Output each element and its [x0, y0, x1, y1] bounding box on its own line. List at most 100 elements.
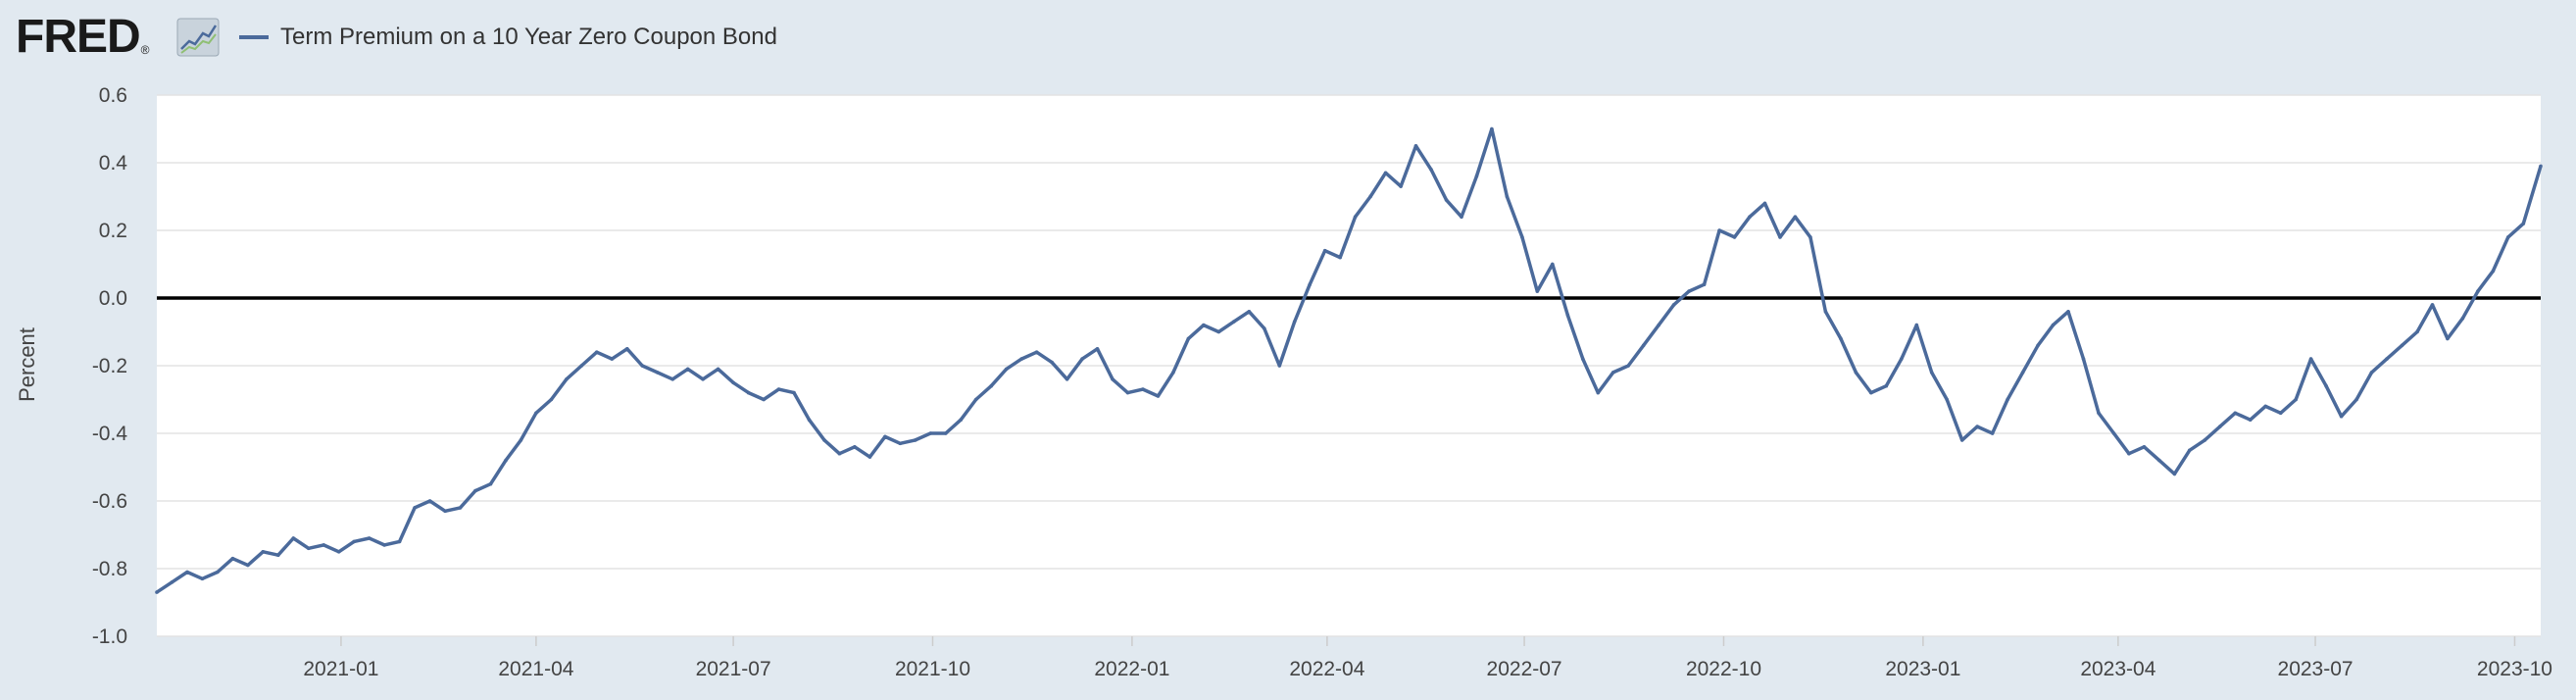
- data-point: [1263, 326, 1266, 330]
- y-tick-label: -0.4: [92, 423, 128, 445]
- data-point: [1171, 371, 1175, 375]
- data-point: [276, 553, 280, 557]
- y-axis-labels: 0.6 0.4 0.2 0.0 -0.2 -0.4 -0.6 -0.8 -1.0: [92, 84, 128, 648]
- y-tick-label: -0.2: [92, 355, 127, 377]
- data-point: [413, 506, 417, 510]
- data-point: [1702, 282, 1707, 287]
- data-point: [2203, 438, 2207, 442]
- data-point: [1914, 323, 1919, 327]
- data-point: [549, 397, 554, 402]
- data-point: [2051, 323, 2056, 327]
- data-point: [898, 441, 903, 446]
- data-point: [1353, 215, 1358, 219]
- data-point: [837, 451, 842, 456]
- data-point: [579, 364, 584, 368]
- x-tick-label: 2021-07: [696, 658, 771, 680]
- data-point: [1019, 357, 1023, 361]
- data-point: [928, 431, 933, 435]
- data-point: [336, 550, 341, 554]
- y-tick-label: 0.4: [99, 152, 128, 175]
- data-point: [2248, 418, 2253, 423]
- x-tick-label: 2023-07: [2278, 658, 2353, 680]
- data-point: [670, 377, 674, 381]
- legend-swatch: [239, 35, 269, 39]
- x-tick-label: 2021-04: [498, 658, 573, 680]
- data-point: [867, 455, 872, 459]
- data-point: [397, 539, 402, 544]
- data-point: [367, 536, 372, 540]
- data-point: [1732, 235, 1737, 239]
- data-point: [534, 411, 538, 416]
- data-point: [595, 350, 599, 355]
- data-point: [2081, 357, 2086, 361]
- data-point: [1929, 371, 1934, 375]
- data-point: [2506, 235, 2510, 239]
- data-point: [216, 570, 220, 575]
- data-point: [1869, 390, 1873, 395]
- data-point: [1202, 323, 1206, 327]
- chart-header: FRED ® Term Premium on a 10 Year Zero Co…: [0, 0, 2576, 78]
- data-point: [1808, 235, 1812, 239]
- data-point: [1065, 377, 1069, 381]
- data-point: [519, 438, 523, 442]
- data-point: [473, 488, 477, 493]
- data-point: [1626, 364, 1630, 368]
- data-point: [731, 380, 735, 385]
- line-chart-icon: [176, 18, 220, 62]
- data-point: [307, 546, 311, 551]
- data-point: [640, 364, 644, 368]
- data-point: [1460, 215, 1463, 219]
- data-point: [261, 550, 266, 554]
- data-point: [1717, 228, 1721, 232]
- data-point: [1551, 262, 1555, 267]
- data-point: [2278, 411, 2283, 416]
- data-point: [1565, 313, 1570, 318]
- data-point: [2127, 451, 2131, 456]
- data-point: [443, 509, 447, 514]
- data-point: [1520, 235, 1524, 239]
- data-point: [200, 576, 205, 581]
- data-point: [883, 434, 887, 439]
- data-point: [2415, 329, 2419, 334]
- data-point: [1004, 367, 1009, 372]
- data-point: [822, 438, 826, 442]
- data-point: [458, 506, 463, 510]
- data-point: [1945, 397, 1949, 402]
- data-point: [1338, 255, 1342, 260]
- fred-registered-mark: ®: [140, 43, 150, 57]
- data-point: [1748, 215, 1752, 219]
- data-point: [2369, 371, 2374, 375]
- data-point: [382, 543, 386, 547]
- data-point: [1413, 144, 1418, 148]
- data-point: [716, 367, 720, 372]
- data-point: [352, 539, 357, 544]
- data-point: [2521, 222, 2526, 225]
- data-point: [1505, 194, 1510, 199]
- data-point: [1080, 357, 1084, 361]
- x-axis-labels: 2021-01 2021-04 2021-07 2021-10 2022-01 2022-…: [303, 636, 2552, 680]
- legend-series-label: Term Premium on a 10 Year Zero Coupon Bo…: [280, 24, 777, 50]
- data-point: [488, 481, 493, 486]
- data-point: [1975, 425, 1979, 428]
- data-point: [944, 431, 948, 435]
- data-point: [1596, 390, 1601, 395]
- data-point: [2172, 472, 2177, 476]
- data-point: [1823, 310, 1828, 314]
- data-point: [2006, 397, 2009, 402]
- data-point: [1581, 357, 1585, 361]
- data-point: [2385, 357, 2389, 361]
- chart-legend[interactable]: Term Premium on a 10 Year Zero Coupon Bo…: [239, 22, 777, 53]
- data-point: [322, 543, 326, 547]
- x-tick-label: 2023-10: [2477, 658, 2552, 680]
- fred-logo[interactable]: FRED ®: [16, 12, 150, 63]
- data-point: [1854, 371, 1858, 375]
- data-point: [914, 438, 917, 442]
- data-point: [1490, 126, 1494, 131]
- data-point: [2476, 289, 2480, 293]
- x-tick-label: 2022-10: [1686, 658, 1761, 680]
- series-line[interactable]: [156, 126, 2543, 594]
- data-point: [1671, 303, 1676, 307]
- data-point: [1111, 377, 1115, 381]
- series-line-group: [155, 126, 2543, 594]
